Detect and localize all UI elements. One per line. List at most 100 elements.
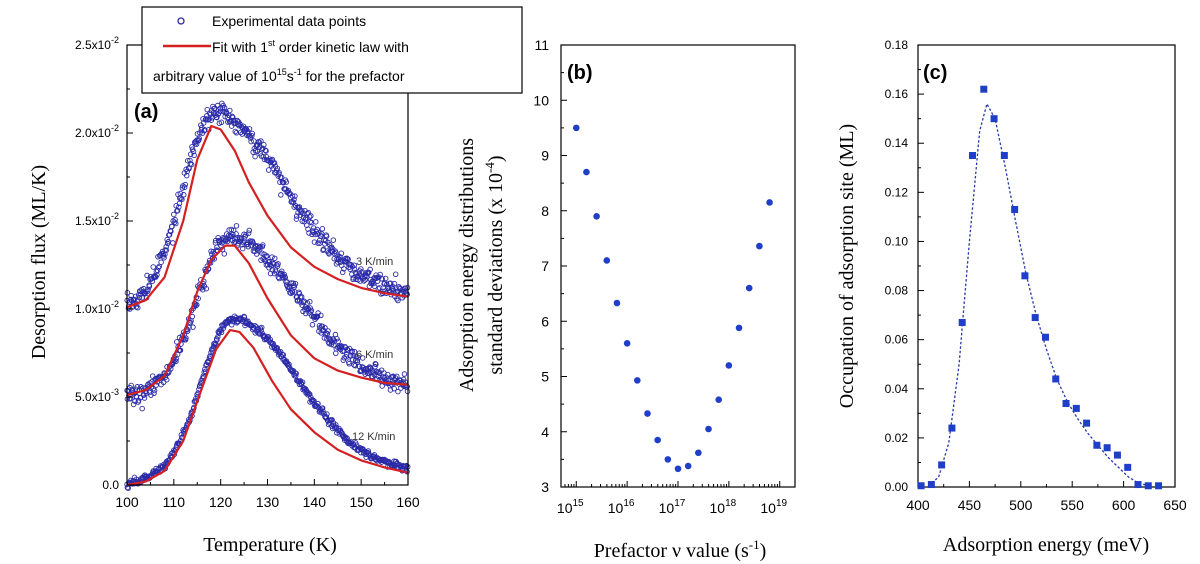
a-data-point	[292, 370, 298, 376]
c-data-point	[1052, 375, 1060, 383]
a-y-tick-exponent: -2	[111, 35, 119, 45]
legend-fit2-text-b: s	[287, 68, 294, 84]
a-data-point	[171, 211, 177, 218]
a-data-point	[267, 336, 274, 343]
a-data-point	[220, 325, 227, 331]
a-data-point	[308, 307, 315, 314]
a-data-point	[335, 259, 341, 265]
a-data-point	[174, 207, 181, 214]
a-data-point	[151, 390, 157, 397]
c-y-tick-label: 0.10	[885, 234, 909, 248]
a-data-point	[293, 213, 300, 219]
c-data-point	[1103, 444, 1111, 452]
a-data-point	[338, 250, 345, 257]
a-data-point	[169, 223, 175, 230]
a-data-point	[293, 370, 299, 377]
a-data-point	[172, 217, 178, 223]
a-data-point	[289, 289, 296, 295]
b-data-point	[654, 436, 661, 444]
a-x-tick-label: 150	[349, 494, 373, 510]
panel-c-y-ticks: 0.00 0.02 0.04 0.06 0.08 0.10 0.12 0.14 0.16 0.18	[885, 38, 924, 494]
a-data-point	[194, 302, 200, 308]
b-x-tick-exponent: 19	[776, 498, 788, 509]
a-data-point	[292, 289, 298, 295]
a-data-point	[258, 138, 264, 144]
a-data-point	[392, 271, 399, 278]
a-data-point	[271, 270, 278, 277]
a-fit-curve	[126, 124, 409, 309]
a-data-point	[158, 259, 164, 265]
a-data-point	[187, 151, 194, 158]
a-data-point	[258, 327, 264, 334]
a-data-point	[291, 284, 298, 290]
a-data-point	[373, 361, 379, 368]
a-data-point	[190, 324, 196, 330]
a-data-point	[264, 253, 270, 259]
c-data-point	[1144, 482, 1152, 490]
b-data-point	[766, 199, 773, 206]
a-data-point	[178, 195, 184, 202]
a-data-point	[246, 126, 253, 132]
a-data-point	[265, 167, 272, 173]
b-x-tick-label: 1016	[608, 498, 635, 516]
a-data-point	[192, 138, 199, 145]
b-y-tick-label: 10	[533, 92, 549, 108]
a-data-point	[307, 298, 313, 305]
c-x-tick-label: 550	[1061, 497, 1085, 513]
a-data-point	[150, 264, 157, 270]
a-data-point	[127, 396, 134, 402]
c-y-tick-label: 0.04	[885, 382, 909, 396]
b-data-point	[583, 168, 590, 176]
a-data-point	[188, 161, 195, 168]
a-data-point	[333, 424, 340, 431]
a-data-point	[274, 263, 281, 269]
a-data-point	[299, 379, 306, 385]
c-data-point	[1062, 400, 1070, 408]
b-data-point	[623, 340, 631, 347]
panel-b-x-ticks: 1015 1016 1017 1018 1019	[557, 481, 788, 516]
panel-c: 400 450 500 550 600 650 0.000.020.040.060.080…	[836, 38, 1187, 556]
c-data-point	[990, 115, 998, 123]
legend-entry-fit-line1: Fit with 1st order kinetic law with	[212, 38, 409, 55]
b-data-point	[674, 465, 682, 473]
legend-entry-fit-line2: arbitrary value of 1015s-1 for the prefa…	[153, 67, 405, 84]
c-y-tick-label: 0.18	[885, 38, 909, 52]
c-data-point	[927, 481, 935, 489]
a-data-point	[262, 147, 269, 153]
a-data-point	[366, 283, 373, 289]
a-data-point	[149, 373, 156, 379]
a-data-point	[292, 280, 299, 287]
b-ylabel-a: standard deviations (x 10	[485, 173, 507, 375]
a-data-point	[248, 138, 254, 145]
a-data-point	[330, 237, 337, 243]
b-y-tick-label: 7	[541, 258, 549, 274]
series-label-3kmin: 3 K/min	[356, 256, 393, 268]
a-data-point	[245, 243, 252, 250]
a-data-point	[208, 248, 214, 254]
a-fit-curve	[126, 244, 409, 397]
a-data-point	[292, 203, 299, 209]
a-data-point	[271, 160, 278, 166]
a-data-point	[321, 335, 328, 341]
a-data-point	[171, 219, 178, 226]
panel-a-y-ticks: 0.05.0x10-31.0x10-21.5x10-22.0x10-22.5x1…	[75, 35, 133, 492]
a-x-tick-label: 130	[256, 494, 280, 510]
b-xlabel-b: )	[760, 540, 767, 562]
b-data-point	[756, 242, 763, 250]
a-data-point	[185, 157, 191, 164]
a-data-point	[298, 299, 304, 306]
a-data-point	[333, 250, 339, 256]
b-data-point	[603, 257, 611, 264]
b-x-tick-exponent: 18	[725, 498, 737, 509]
a-data-point	[252, 153, 258, 160]
a-data-point	[346, 361, 352, 367]
a-data-point	[182, 181, 188, 188]
a-data-point	[233, 223, 240, 229]
a-data-point	[283, 179, 290, 185]
legend-entry-data: Experimental data points	[212, 13, 366, 29]
a-data-point	[221, 251, 228, 257]
a-data-point	[313, 219, 319, 225]
legend-fit2-sup-a: 15	[277, 67, 287, 77]
a-y-tick-exponent: -2	[111, 299, 119, 309]
